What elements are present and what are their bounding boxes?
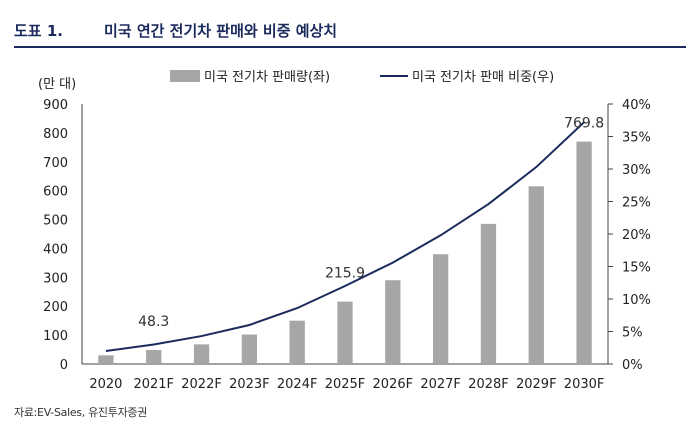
x-tick-label: 2021F	[133, 377, 174, 392]
y-left-tick: 0	[60, 358, 68, 373]
bar-2025F	[337, 301, 353, 364]
x-tick-label: 2028F	[468, 377, 509, 392]
y-right-tick: 5%	[622, 326, 643, 341]
figure-header	[14, 10, 686, 48]
y-left-tick: 900	[43, 98, 68, 113]
y-left-tick: 200	[43, 300, 68, 315]
legend-label-sales: 미국 전기차 판매량(좌)	[204, 70, 330, 85]
ev-sales-chart: 미국 전기차 판매량(좌) 미국 전기차 판매 비중(우) (만 대) 0 100 200…	[38, 70, 651, 392]
figure-title: 미국 연간 전기차 판매와 비중 예상치	[104, 22, 338, 40]
x-tick-label: 2030F	[564, 377, 605, 392]
y-left-tick: 400	[43, 242, 68, 257]
legend-label-share: 미국 전기차 판매 비중(우)	[412, 70, 554, 85]
y-right-tick: 20%	[622, 228, 651, 243]
bar-2027F	[432, 254, 449, 364]
data-label-2030F: 769.8	[564, 116, 604, 132]
bar-2024F	[289, 320, 305, 364]
y-left-tick: 700	[43, 156, 68, 171]
bar-2021F	[146, 350, 162, 364]
source-note: 자료:EV-Sales, 유진투자증권	[14, 406, 148, 419]
x-tick-label: 2027F	[420, 377, 461, 392]
y-right-tick: 25%	[622, 196, 651, 211]
data-label-2021F: 48.3	[138, 314, 169, 330]
y-right-tick: 30%	[622, 163, 651, 178]
y-left-tick: 500	[43, 214, 68, 229]
data-label-2025F: 215.9	[325, 266, 365, 282]
share-line	[105, 121, 585, 352]
bar-2023F	[241, 334, 258, 364]
x-tick-label: 2022F	[181, 377, 222, 392]
y-right-tick: 40%	[622, 98, 651, 113]
x-tick-label: 2023F	[229, 377, 270, 392]
y-left-tick: 600	[43, 185, 68, 200]
y-right-tick: 35%	[622, 131, 651, 146]
y-right-tick: 0%	[622, 358, 643, 373]
y-left-tick: 100	[43, 329, 68, 344]
x-tick-label: 2020	[89, 377, 122, 392]
legend-swatch-sales	[170, 70, 200, 82]
x-tick-label: 2025F	[325, 377, 366, 392]
bar-2028F	[480, 223, 497, 364]
figure-label: 도표 1.	[14, 22, 63, 40]
bar-2030F	[576, 141, 592, 364]
bar-2026F	[385, 280, 401, 364]
x-tick-label: 2024F	[277, 377, 318, 392]
y-left-tick: 800	[43, 127, 68, 142]
x-tick-label: 2029F	[516, 377, 557, 392]
y-right-tick: 10%	[622, 293, 651, 308]
bar-2022F	[193, 344, 210, 364]
bar-2020	[98, 355, 114, 364]
bar-2029F	[528, 186, 544, 364]
y-right-tick: 15%	[622, 261, 651, 276]
x-tick-label: 2026F	[373, 377, 414, 392]
y-left-tick: 300	[43, 271, 68, 286]
y-left-unit-label: (만 대)	[38, 77, 76, 92]
